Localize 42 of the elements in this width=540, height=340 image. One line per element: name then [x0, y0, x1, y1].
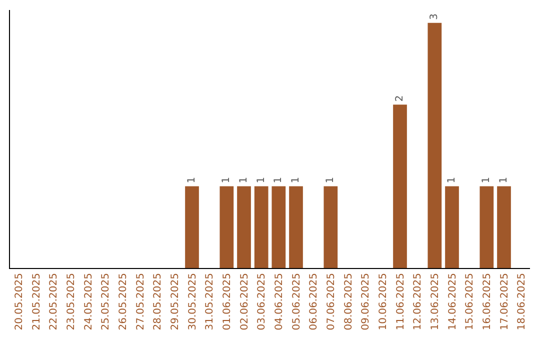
x-tick-label: 01.06.2025 — [222, 273, 233, 330]
x-tick-label: 25.05.2025 — [100, 273, 112, 330]
x-tick-label: 18.06.2025 — [516, 273, 528, 330]
data-label: 1 — [290, 176, 302, 184]
x-tick-label: 30.05.2025 — [187, 273, 198, 330]
data-label: 1 — [325, 176, 336, 184]
data-label: 1 — [186, 176, 198, 184]
x-tick-label: 03.06.2025 — [256, 273, 268, 330]
x-tick-label: 07.06.2025 — [326, 273, 337, 330]
x-tick-label: 06.06.2025 — [308, 273, 320, 330]
data-label: 1 — [273, 176, 284, 184]
x-tick-label: 16.06.2025 — [482, 273, 493, 330]
data-label: 1 — [238, 176, 250, 184]
x-tick-label: 26.05.2025 — [118, 273, 129, 330]
x-tick-label: 11.06.2025 — [395, 273, 406, 330]
x-tick-label: 17.06.2025 — [499, 273, 510, 330]
x-tick-label: 21.05.2025 — [31, 273, 42, 330]
x-tick-label: 15.06.2025 — [464, 273, 476, 330]
data-label: 2 — [394, 95, 406, 102]
x-tick-label: 31.05.2025 — [204, 273, 216, 330]
x-tick-label: 02.06.2025 — [239, 273, 250, 330]
data-label: 1 — [446, 176, 458, 184]
x-tick-label: 20.05.2025 — [14, 273, 25, 330]
data-label: 1 — [498, 176, 510, 184]
data-label: 3 — [429, 14, 440, 20]
x-tick-label: 09.06.2025 — [360, 273, 372, 330]
x-tick-label: 22.05.2025 — [48, 273, 60, 330]
x-tick-label: 24.05.2025 — [83, 273, 94, 330]
x-tick-label: 13.06.2025 — [430, 273, 441, 330]
data-label: 1 — [221, 176, 232, 184]
x-tick-label: 05.06.2025 — [291, 273, 302, 330]
x-tick-label: 12.06.2025 — [412, 273, 424, 330]
x-tick-label: 29.05.2025 — [170, 273, 181, 330]
x-tick-label: 23.05.2025 — [66, 273, 77, 330]
data-label: 1 — [256, 176, 267, 184]
x-tick-label: 10.06.2025 — [378, 273, 389, 330]
data-label: 1 — [481, 176, 492, 184]
x-tick-label: 04.06.2025 — [274, 273, 285, 330]
x-tick-label: 08.06.2025 — [343, 273, 354, 330]
x-tick-label: 28.05.2025 — [152, 273, 164, 330]
x-tick-label: 14.06.2025 — [447, 273, 458, 330]
x-tick-label: 27.05.2025 — [135, 273, 146, 330]
